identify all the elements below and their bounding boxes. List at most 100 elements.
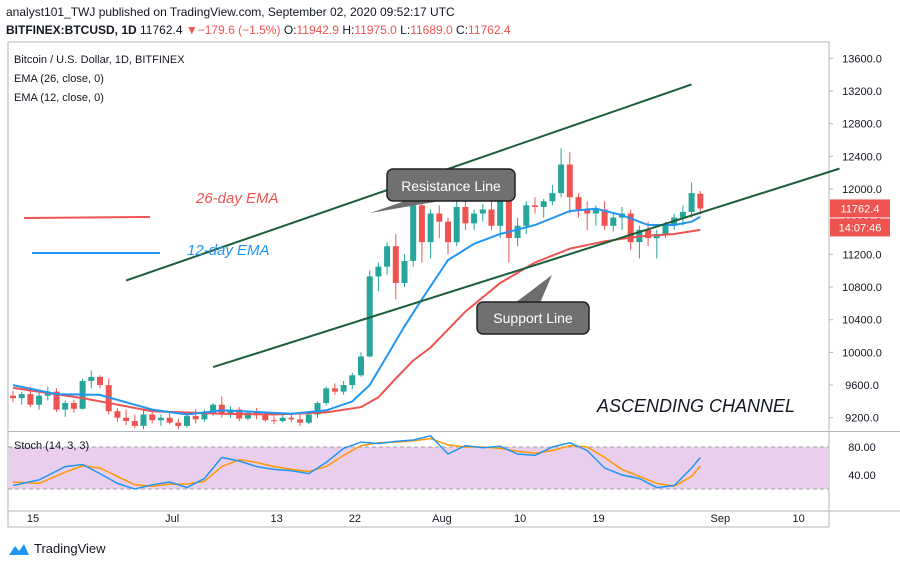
candle [427,209,434,259]
low-label: L: [400,23,411,37]
countdown-badge-label: 14:07:46 [839,222,882,234]
candle [558,148,565,198]
candle-body [227,409,234,415]
candle [453,198,460,247]
candle [62,400,69,417]
stoch-tick-label: 40.00 [848,470,876,482]
candle-body [157,417,164,421]
candle-body [497,197,504,226]
candle [688,182,695,218]
x-tick-label: 15 [27,513,39,525]
candle-body [462,207,469,224]
candle-body [140,414,147,426]
resistance-callout-label: Resistance Line [401,178,501,194]
candle-body [279,417,286,422]
candle [279,413,286,423]
candle [610,213,617,232]
candle [192,408,199,424]
candle-body [375,266,382,277]
ema26-sample-line [23,216,151,219]
support-callout: Support Line [476,275,590,335]
candle [566,152,573,214]
candle [131,414,138,429]
candle-body [645,229,652,239]
candle [175,418,182,430]
support-callout-label: Support Line [493,310,573,326]
candle [384,242,391,275]
open-label: O: [283,23,297,37]
y-tick-label: 9200.0 [845,413,879,425]
countdown-badge-bg [830,218,890,237]
tradingview-brand[interactable]: TradingView [8,541,106,556]
candle-body [271,420,277,422]
high-value: 11975.0 [354,23,397,37]
candle-body [566,164,573,198]
last-price-badge: 11762.4 [830,199,890,218]
candle [271,416,277,425]
candle [401,254,408,288]
candle [584,201,591,230]
candle [619,207,625,230]
candle [149,411,156,424]
legend-ema12[interactable]: EMA (12, close, 0) [14,92,104,104]
candle-body [592,209,599,214]
published-line: analyst101_TWJ published on TradingView.… [6,5,455,19]
y-tick-label: 12800.0 [842,119,882,131]
candle [532,197,538,214]
ema26-line [12,228,701,416]
candle [410,201,417,267]
candle-body [62,403,69,410]
candle-body [418,205,425,243]
y-tick-label: 9600.0 [845,380,879,392]
candle-body [523,205,530,226]
candle-body [340,385,347,392]
legend-title: Bitcoin / U.S. Dollar, 1D, BITFINEX [14,54,185,66]
candle-body [192,416,199,420]
support-callout-pointer [515,275,552,303]
candle-body [662,225,669,234]
candle-body [123,417,130,422]
plot-frame [7,41,830,528]
ascending-channel-label: ASCENDING CHANNEL [596,396,795,416]
last-price-badge-label: 11762.4 [841,203,880,215]
resistance-callout: Resistance Line [370,168,516,213]
candle [123,409,130,426]
candle [601,201,608,230]
legend-ema26[interactable]: EMA (26, close, 0) [14,73,104,85]
candle-body [384,246,391,267]
y-tick-label: 10400.0 [842,315,882,327]
last-price-badge-bg [830,199,890,218]
x-tick-label: Jul [165,513,179,525]
candle-body [53,391,60,410]
candle-body [114,411,121,418]
candle [18,391,25,405]
candle [479,203,486,222]
candle [697,191,704,215]
x-tick-label: 10 [792,513,804,525]
price-change: ▼−179.6 (−1.5%) [185,23,281,37]
candle [445,217,451,255]
candle-body [323,388,330,404]
candle [340,380,347,395]
low-value: 11689.0 [410,23,453,37]
candle-body [610,217,617,226]
candle-body [505,197,512,239]
candle-body [584,209,591,214]
y-tick-label: 13600.0 [842,53,882,65]
candle [53,388,60,413]
candle-body [166,417,173,423]
candle-body [679,211,686,218]
candle-body [244,412,251,419]
close-label: C: [456,23,469,37]
legend-stoch[interactable]: Stoch (14, 3, 3) [14,440,90,452]
candle-body [305,414,312,423]
symbol-name[interactable]: BITFINEX:BTCUSD, 1D [6,23,137,37]
y-tick-label: 10800.0 [842,282,882,294]
candle-body [532,205,538,208]
x-tick-label: 22 [349,513,361,525]
candle-body [453,207,460,243]
candle-body [70,403,77,409]
candle [314,401,321,418]
resistance-callout-pointer [370,201,440,213]
